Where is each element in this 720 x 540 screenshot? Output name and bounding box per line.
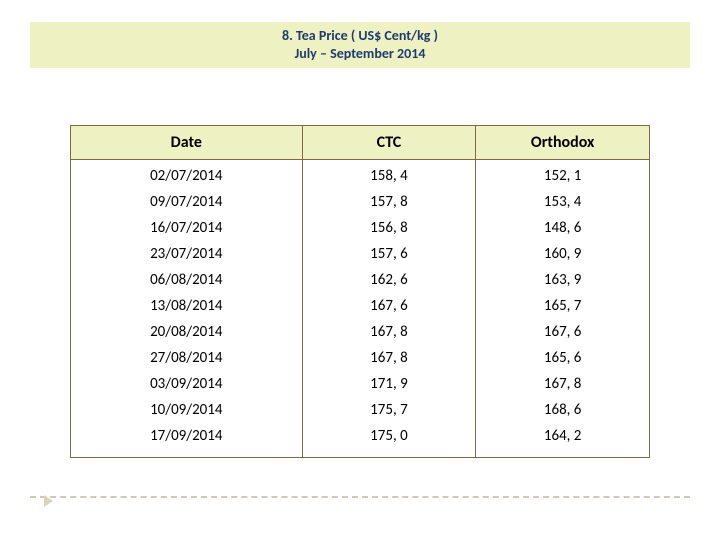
- footer-marker-icon: [44, 495, 53, 507]
- cell-date: 17/09/2014: [71, 424, 303, 458]
- table-row: 20/08/2014167, 8167, 6: [71, 320, 650, 346]
- table-row: 10/09/2014175, 7168, 6: [71, 398, 650, 424]
- cell-date: 06/08/2014: [71, 268, 303, 294]
- table-row: 23/07/2014157, 6160, 9: [71, 242, 650, 268]
- cell-date: 03/09/2014: [71, 372, 303, 398]
- col-header-ctc: CTC: [302, 126, 476, 160]
- col-header-date: Date: [71, 126, 303, 160]
- cell-date: 23/07/2014: [71, 242, 303, 268]
- cell-ctc: 157, 6: [302, 242, 476, 268]
- table-row: 09/07/2014157, 8153, 4: [71, 190, 650, 216]
- cell-orthodox: 165, 6: [476, 346, 650, 372]
- cell-date: 16/07/2014: [71, 216, 303, 242]
- table-body: 02/07/2014158, 4152, 109/07/2014157, 815…: [71, 160, 650, 458]
- cell-ctc: 157, 8: [302, 190, 476, 216]
- cell-orthodox: 163, 9: [476, 268, 650, 294]
- footer-divider: [30, 496, 690, 498]
- cell-date: 02/07/2014: [71, 160, 303, 190]
- cell-ctc: 156, 8: [302, 216, 476, 242]
- table-row: 13/08/2014167, 6165, 7: [71, 294, 650, 320]
- cell-orthodox: 152, 1: [476, 160, 650, 190]
- cell-ctc: 175, 7: [302, 398, 476, 424]
- table-row: 16/07/2014156, 8148, 6: [71, 216, 650, 242]
- cell-orthodox: 165, 7: [476, 294, 650, 320]
- cell-ctc: 167, 8: [302, 320, 476, 346]
- cell-date: 13/08/2014: [71, 294, 303, 320]
- cell-date: 09/07/2014: [71, 190, 303, 216]
- cell-orthodox: 168, 6: [476, 398, 650, 424]
- table-row: 17/09/2014175, 0164, 2: [71, 424, 650, 458]
- col-header-orthodox: Orthodox: [476, 126, 650, 160]
- cell-ctc: 171, 9: [302, 372, 476, 398]
- price-table: Date CTC Orthodox 02/07/2014158, 4152, 1…: [70, 125, 650, 458]
- table-row: 02/07/2014158, 4152, 1: [71, 160, 650, 190]
- cell-ctc: 167, 6: [302, 294, 476, 320]
- cell-date: 10/09/2014: [71, 398, 303, 424]
- cell-ctc: 175, 0: [302, 424, 476, 458]
- cell-ctc: 158, 4: [302, 160, 476, 190]
- title-bar: 8. Tea Price ( US$ Cent/kg ) July – Sept…: [30, 22, 690, 68]
- price-table-container: Date CTC Orthodox 02/07/2014158, 4152, 1…: [70, 125, 650, 458]
- cell-orthodox: 153, 4: [476, 190, 650, 216]
- title-line-1: 8. Tea Price ( US$ Cent/kg ): [30, 27, 690, 45]
- title-line-2: July – September 2014: [30, 45, 690, 63]
- table-row: 06/08/2014162, 6163, 9: [71, 268, 650, 294]
- cell-orthodox: 167, 6: [476, 320, 650, 346]
- cell-orthodox: 148, 6: [476, 216, 650, 242]
- table-row: 27/08/2014167, 8165, 6: [71, 346, 650, 372]
- cell-orthodox: 160, 9: [476, 242, 650, 268]
- cell-orthodox: 167, 8: [476, 372, 650, 398]
- cell-ctc: 162, 6: [302, 268, 476, 294]
- cell-ctc: 167, 8: [302, 346, 476, 372]
- cell-date: 27/08/2014: [71, 346, 303, 372]
- cell-orthodox: 164, 2: [476, 424, 650, 458]
- cell-date: 20/08/2014: [71, 320, 303, 346]
- table-header-row: Date CTC Orthodox: [71, 126, 650, 160]
- table-row: 03/09/2014171, 9167, 8: [71, 372, 650, 398]
